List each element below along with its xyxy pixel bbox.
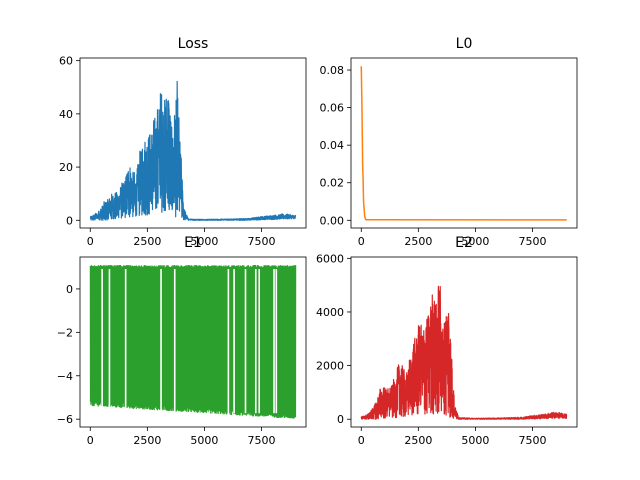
e2-series-line [360,285,568,420]
e2-y-tick-label: 4000 [316,306,344,319]
loss-title: Loss [178,36,209,52]
subplot-e1: E1 0 2500 5000 7500 −6 −4 −2 0 [57,235,307,447]
l0-y-ticks: 0.00 0.02 0.04 0.06 0.08 [320,64,351,227]
e1-gap [160,269,162,414]
e1-gap [173,269,176,414]
l0-title: L0 [456,36,473,52]
loss-x-tick-label: 2500 [133,235,161,248]
e1-series-line [89,265,297,419]
e2-plot-area [360,285,568,420]
e1-gap [254,269,257,414]
e1-gap [275,269,278,414]
e2-y-ticks: 0 2000 4000 6000 [316,252,351,426]
loss-x-tick-label: 7500 [247,235,275,248]
l0-x-ticks: 0 2500 5000 7500 [358,228,546,248]
e1-gap [108,269,111,414]
loss-x-ticks: 0 2500 5000 7500 [87,228,275,248]
subplot-e2: E2 0 2500 5000 7500 0 2000 4000 6000 [316,235,578,447]
loss-y-tick-label: 0 [66,214,73,227]
e1-gap [233,269,235,414]
e1-gap [227,269,230,414]
e1-y-tick-label: −4 [57,370,73,383]
e2-x-tick-label: 7500 [518,434,546,447]
loss-plot-area [89,80,297,221]
e1-gap [101,269,103,414]
l0-x-tick-label: 0 [358,235,365,248]
l0-y-tick-label: 0.06 [320,102,345,115]
e2-title: E2 [455,235,473,251]
loss-series-line [89,80,297,221]
l0-series-line [360,66,567,221]
e2-axes-frame [350,256,578,428]
e1-x-ticks: 0 2500 5000 7500 [87,427,275,447]
l0-x-tick-label: 2500 [404,235,432,248]
loss-y-tick-label: 40 [59,108,73,121]
l0-plot-area [360,66,567,221]
e2-x-tick-label: 5000 [461,434,489,447]
e1-plot-area [89,265,297,419]
subplot-loss: Loss 0 2500 5000 7500 0 20 40 60 [59,36,307,248]
l0-y-tick-label: 0.08 [320,64,345,77]
l0-axes-frame [350,57,578,229]
subplot-l0: L0 0 2500 5000 7500 0.00 0.02 0.04 0.06 0.08 [320,36,578,248]
e2-y-tick-label: 2000 [316,360,344,373]
e2-x-tick-label: 0 [358,434,365,447]
e1-title: E1 [184,235,202,251]
loss-x-tick-label: 5000 [190,235,218,248]
e2-x-ticks: 0 2500 5000 7500 [358,427,546,447]
e1-x-tick-label: 5000 [190,434,218,447]
e1-y-tick-label: −6 [57,413,73,426]
e1-gap [273,269,275,414]
l0-x-tick-label: 7500 [518,235,546,248]
l0-x-tick-label: 5000 [461,235,489,248]
e1-y-tick-label: 0 [66,283,73,296]
loss-y-tick-label: 60 [59,55,73,68]
e2-x-tick-label: 2500 [404,434,432,447]
e1-y-tick-label: −2 [57,326,73,339]
e2-y-tick-label: 0 [337,413,344,426]
loss-x-tick-label: 0 [87,235,94,248]
l0-y-tick-label: 0.02 [320,177,345,190]
e1-axes-frame [79,256,307,428]
e1-gap [244,269,247,414]
l0-y-tick-label: 0.00 [320,214,345,227]
e1-x-tick-label: 7500 [247,434,275,447]
e1-x-tick-label: 0 [87,434,94,447]
loss-y-ticks: 0 20 40 60 [59,55,80,227]
e1-x-tick-label: 2500 [133,434,161,447]
loss-axes-frame [79,57,307,229]
e1-gap [124,269,127,414]
l0-y-tick-label: 0.04 [320,139,345,152]
e2-y-tick-label: 6000 [316,252,344,265]
e1-y-ticks: −6 −4 −2 0 [57,283,80,426]
loss-y-tick-label: 20 [59,161,73,174]
e1-gap [258,269,261,414]
